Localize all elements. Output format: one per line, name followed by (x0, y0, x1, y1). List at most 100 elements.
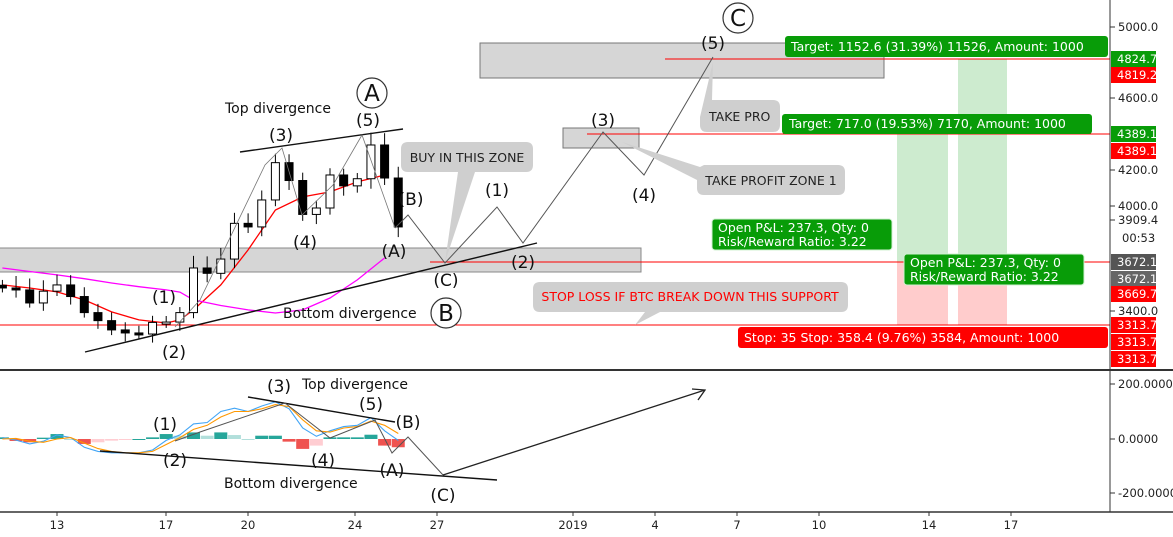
open-pl-2-line2: Risk/Reward Ratio: 3.22 (910, 269, 1059, 284)
price-tag (1111, 334, 1156, 350)
price-tag-label: 3669.7 (1117, 287, 1157, 301)
time-tick-label: 17 (1004, 518, 1019, 532)
time-tick-label: 17 (159, 518, 174, 532)
svg-text:B: B (438, 301, 454, 327)
candle-body (52, 284, 62, 292)
position-1-profit[interactable] (897, 134, 948, 262)
take-profit-1-label: TAKE PROFIT ZONE 1 (704, 173, 836, 188)
candle[interactable] (120, 322, 130, 342)
candle-body (25, 289, 35, 304)
stop-text: Stop: 35 Stop: 358.4 (9.76%) 3584, Amoun… (744, 330, 1059, 345)
candle[interactable] (189, 255, 198, 319)
candle-body (393, 177, 403, 228)
macd-bottom-divergence-line[interactable] (99, 450, 498, 481)
candle[interactable] (352, 173, 362, 193)
candle-body (339, 174, 349, 187)
candle[interactable] (107, 312, 117, 336)
take-profit-2-label: TAKE PRO (708, 109, 771, 124)
candle[interactable] (229, 212, 239, 269)
macd-histogram-bar (105, 439, 119, 441)
position-2-profit[interactable] (958, 59, 1007, 262)
wave-circle-c: C (722, 2, 754, 34)
macd-histogram-bar (77, 439, 91, 444)
candle[interactable] (380, 133, 390, 185)
macd-wave-path[interactable] (174, 402, 444, 476)
macd-histogram-bar (227, 435, 241, 439)
macd-wave-label: (A) (380, 461, 405, 481)
time-tick-label: 20 (241, 518, 256, 532)
macd-histogram-bar (364, 434, 378, 439)
svg-text:A: A (364, 81, 380, 107)
macd-top-divergence-line[interactable] (247, 396, 396, 423)
candle[interactable] (52, 274, 62, 296)
macd-histogram-bar (337, 437, 351, 439)
callout-take-profit-2[interactable]: TAKE PRO (700, 62, 780, 132)
drawings: (3) (5) (4) (B) (A) (1) (2) (C) (1) (2) (3) (4) (5) (… (0, 2, 754, 506)
macd-tick-label: 0.0000 (1118, 432, 1158, 446)
candle[interactable] (311, 200, 321, 225)
target-1-badge[interactable] (782, 114, 1092, 134)
macd-histogram-bar (350, 437, 364, 439)
macd-histogram-bar (64, 439, 78, 440)
price-tick-label: 3909.4 (1118, 213, 1158, 227)
projected-wave-path[interactable] (394, 56, 714, 264)
candle[interactable] (38, 280, 48, 311)
target-2-badge[interactable] (785, 36, 1108, 57)
price-tick-label: 4200.0 (1118, 163, 1158, 177)
price-tag (1111, 317, 1156, 333)
open-pl-badge-2[interactable]: Open P&L: 237.3, Qty: 0 Risk/Reward Rati… (903, 253, 1085, 286)
candle-body (175, 312, 185, 323)
wave-label: (4) (632, 186, 656, 206)
signal-line[interactable] (2, 404, 399, 454)
candle[interactable] (270, 153, 280, 207)
wave-label: (2) (162, 343, 186, 363)
candle[interactable] (79, 287, 89, 318)
candle-body (380, 144, 390, 179)
wave-path[interactable] (174, 134, 396, 328)
macd-histogram-bar (159, 434, 173, 439)
macd-wave-label: (3) (267, 377, 291, 397)
price-tag-label: 4389.1 (1117, 127, 1157, 141)
candle[interactable] (325, 168, 335, 215)
candle[interactable] (134, 325, 144, 340)
candle[interactable] (66, 275, 76, 305)
callout-buy-zone[interactable]: BUY IN THIS ZONE (401, 142, 533, 262)
stop-badge[interactable] (738, 327, 1108, 348)
candle[interactable] (243, 213, 253, 233)
bottom-divergence-line[interactable] (84, 242, 538, 353)
macd-wave-label: (5) (359, 395, 383, 415)
callout-stop-loss[interactable]: STOP LOSS IF BTC BREAK DOWN THIS SUPPORT (533, 282, 848, 325)
candle-body (257, 199, 267, 228)
stop-loss-label: STOP LOSS IF BTC BREAK DOWN THIS SUPPORT (541, 289, 839, 304)
top-divergence-line[interactable] (239, 128, 404, 153)
macd-top-divergence-label: Top divergence (301, 377, 408, 393)
macd-line[interactable] (2, 401, 399, 454)
candle[interactable] (25, 278, 35, 308)
target-zone-3[interactable] (562, 127, 640, 149)
candle[interactable] (93, 303, 103, 329)
macd-wave-label: (1) (153, 415, 177, 435)
time-tick-label: 24 (348, 518, 363, 532)
candle[interactable] (161, 315, 171, 328)
candle[interactable] (216, 247, 226, 280)
candle[interactable] (339, 168, 349, 196)
candle[interactable] (0, 279, 7, 293)
candle[interactable] (148, 315, 158, 343)
candle[interactable] (11, 276, 21, 298)
candle[interactable] (298, 172, 308, 221)
open-pl-badge-1[interactable]: Open P&L: 237.3, Qty: 0 Risk/Reward Rati… (711, 218, 893, 251)
price-tag-label: 4389.1 (1117, 144, 1157, 158)
support-zone[interactable] (0, 247, 642, 273)
zones (0, 42, 1007, 325)
macd-histogram-bar (36, 437, 50, 439)
macd-histogram-bar (268, 435, 282, 439)
macd-arrow-line[interactable] (442, 389, 706, 476)
callout-take-profit-1[interactable]: TAKE PROFIT ZONE 1 (622, 142, 845, 195)
candle[interactable] (202, 256, 212, 283)
candle-body (38, 290, 48, 304)
candle-body (202, 267, 212, 274)
candle[interactable] (257, 190, 267, 237)
macd-histogram-bar (282, 439, 296, 442)
